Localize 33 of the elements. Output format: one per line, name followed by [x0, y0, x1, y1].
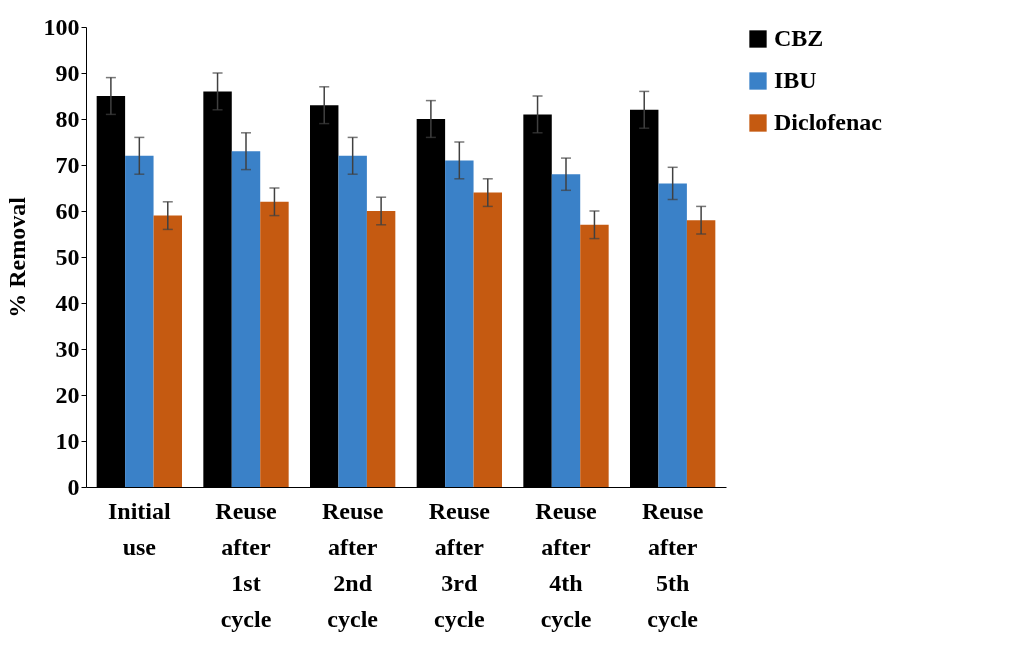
y-tick-label: 60 — [55, 197, 80, 224]
y-tick-label: 90 — [55, 59, 80, 86]
y-tick-label: 70 — [55, 151, 80, 178]
y-axis-title: % Removal — [3, 196, 30, 318]
legend-label: Diclofenac — [774, 109, 883, 135]
bar — [125, 155, 154, 487]
y-tick-label: 100 — [43, 13, 80, 40]
bar — [231, 151, 261, 487]
bar — [153, 215, 182, 487]
y-tick-label: 20 — [55, 381, 80, 408]
bar — [551, 174, 581, 487]
y-tick-label: 0 — [67, 473, 80, 500]
bar — [658, 183, 687, 487]
bar — [260, 201, 289, 487]
x-tick-label: Reuse after 2nd cycle — [322, 497, 384, 632]
bar — [366, 211, 396, 487]
legend-label: IBU — [774, 67, 817, 93]
legend-label: CBZ — [774, 25, 824, 51]
y-tick-label: 80 — [55, 105, 80, 132]
x-tick-label: Reuse after 3rd cycle — [428, 497, 491, 632]
y-tick-label: 50 — [55, 243, 80, 270]
bar — [338, 155, 367, 487]
y-tick-label: 10 — [55, 427, 80, 454]
y-tick-label: 40 — [55, 289, 80, 316]
bar — [686, 220, 716, 487]
x-tick-label: Initial use — [107, 497, 172, 560]
bar — [445, 160, 474, 487]
x-tick-label: Reuse after 5th cycle — [642, 497, 704, 632]
bar — [473, 192, 502, 487]
x-tick-label: Reuse after 1st cycle — [215, 497, 278, 632]
x-tick-label: Reuse after 4th cycle — [535, 497, 598, 632]
bar — [580, 224, 609, 487]
y-tick-label: 30 — [55, 335, 80, 362]
